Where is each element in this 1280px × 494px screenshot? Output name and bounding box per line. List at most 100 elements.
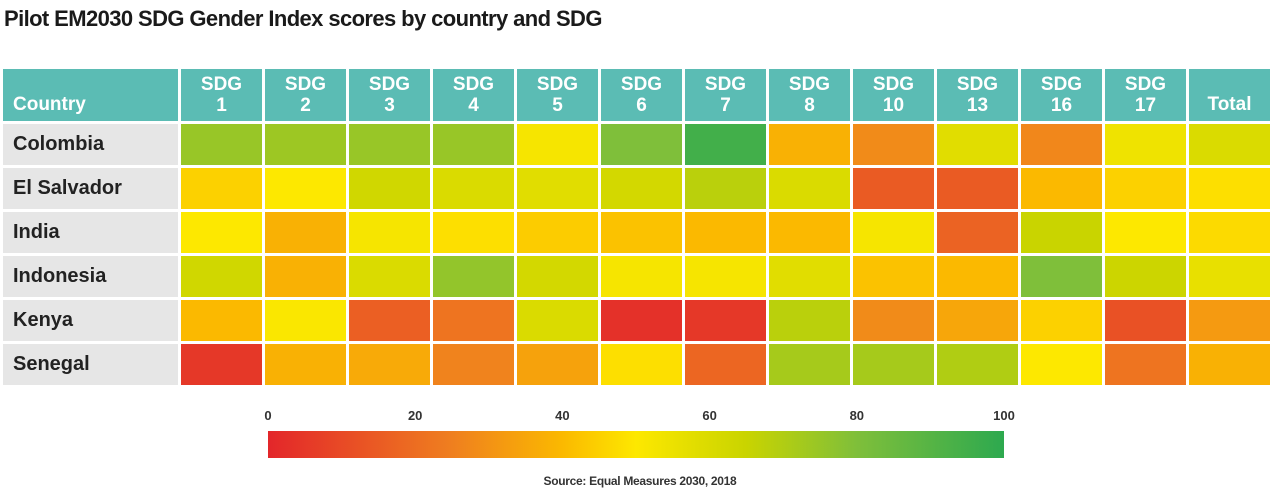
heatmap-cell — [349, 256, 430, 297]
source-note: Source: Equal Measures 2030, 2018 — [543, 474, 737, 488]
heatmap-table: Country SDG 1 SDG 2 SDG 3 SDG 4 SDG 5 SDG 6 SDG 7 SDG 8 S… — [0, 66, 1273, 388]
heatmap-cell — [601, 344, 682, 385]
column-header-line2: 2 — [300, 95, 311, 116]
column-header-sdg-2: SDG 2 — [265, 69, 346, 121]
heatmap-cell — [601, 256, 682, 297]
column-header-sdg-1: SDG 1 — [181, 69, 262, 121]
table-row: Colombia — [3, 124, 1270, 165]
heatmap-cell — [433, 212, 514, 253]
chart-title: Pilot EM2030 SDG Gender Index scores by … — [4, 6, 602, 31]
heatmap-cell — [1189, 124, 1270, 165]
column-header-line1: SDG — [368, 74, 411, 95]
table-row: El Salvador — [3, 168, 1270, 209]
heatmap-cell — [517, 256, 598, 297]
heatmap-cell — [265, 124, 346, 165]
heatmap-body: Colombia El Salvador India Indonesia Kenya Se… — [3, 124, 1270, 385]
heatmap-cell — [937, 124, 1018, 165]
heatmap-cell — [181, 124, 262, 165]
heatmap-cell — [937, 168, 1018, 209]
heatmap-cell — [601, 124, 682, 165]
heatmap-cell — [685, 124, 766, 165]
heatmap-cell — [1105, 300, 1186, 341]
heatmap-cell — [937, 300, 1018, 341]
heatmap-cell — [349, 212, 430, 253]
heatmap-cell — [937, 212, 1018, 253]
column-header-line2: 6 — [636, 95, 647, 116]
heatmap-cell — [349, 344, 430, 385]
column-header-line1: SDG — [620, 74, 663, 95]
heatmap-cell — [769, 124, 850, 165]
heatmap-cell — [433, 256, 514, 297]
column-header-sdg-6: SDG 6 — [601, 69, 682, 121]
heatmap-cell — [1189, 344, 1270, 385]
heatmap-cell — [1021, 344, 1102, 385]
heatmap-cell — [265, 256, 346, 297]
country-label: El Salvador — [3, 168, 178, 209]
heatmap-cell — [181, 344, 262, 385]
legend-tick-label: 20 — [407, 408, 423, 423]
column-header-sdg-8: SDG 8 — [769, 69, 850, 121]
heatmap-cell — [349, 300, 430, 341]
legend-tick-label: 80 — [849, 408, 865, 423]
country-label: India — [3, 212, 178, 253]
heatmap-cell — [601, 300, 682, 341]
legend-tick-label: 60 — [702, 408, 717, 423]
heatmap-cell — [853, 212, 934, 253]
heatmap-cell — [769, 212, 850, 253]
column-header-line1: SDG — [872, 74, 915, 95]
heatmap-cell — [265, 168, 346, 209]
column-header-line2: 3 — [384, 95, 395, 116]
header-row: Country SDG 1 SDG 2 SDG 3 SDG 4 SDG 5 SDG 6 SDG 7 SDG 8 S… — [3, 69, 1270, 121]
heatmap-cell — [937, 256, 1018, 297]
heatmap-cell — [685, 168, 766, 209]
heatmap-cell — [769, 168, 850, 209]
column-header-line1: SDG — [284, 74, 327, 95]
heatmap-cell — [181, 256, 262, 297]
heatmap-cell — [853, 344, 934, 385]
legend-gradient-bar — [268, 431, 1004, 458]
legend-tick-label: 40 — [555, 408, 570, 423]
heatmap-cell — [181, 168, 262, 209]
heatmap-cell — [1189, 256, 1270, 297]
column-header-sdg-7: SDG 7 — [685, 69, 766, 121]
country-label: Kenya — [3, 300, 178, 341]
heatmap-cell — [265, 212, 346, 253]
heatmap-cell — [937, 344, 1018, 385]
heatmap-cell — [1105, 212, 1186, 253]
column-header-line2: 5 — [552, 95, 563, 116]
heatmap-cell — [1189, 300, 1270, 341]
legend-ticks: 0 20 40 60 80 100 — [264, 408, 1014, 426]
heatmap-cell — [517, 300, 598, 341]
column-header-line2: 10 — [882, 95, 905, 116]
heatmap-cell — [517, 212, 598, 253]
country-column-header: Country — [3, 69, 178, 121]
heatmap-cell — [769, 256, 850, 297]
heatmap-cell — [265, 300, 346, 341]
column-header-line2: 4 — [468, 95, 479, 116]
column-header-line2: 16 — [1050, 95, 1073, 116]
column-header-line1: SDG — [788, 74, 831, 95]
country-label: Senegal — [3, 344, 178, 385]
heatmap-cell — [1105, 344, 1186, 385]
column-header-sdg-10: SDG 10 — [853, 69, 934, 121]
legend-tick-label: 0 — [264, 408, 272, 423]
heatmap-cell — [433, 124, 514, 165]
column-header-line2: 8 — [804, 95, 815, 116]
heatmap-cell — [1021, 168, 1102, 209]
heatmap-cell — [1021, 256, 1102, 297]
column-header-line1: SDG — [1040, 74, 1083, 95]
table-row: Indonesia — [3, 256, 1270, 297]
column-header-sdg-5: SDG 5 — [517, 69, 598, 121]
heatmap-cell — [1021, 212, 1102, 253]
heatmap-cell — [1189, 168, 1270, 209]
legend-tick-label: 100 — [993, 408, 1015, 423]
heatmap-cell — [853, 168, 934, 209]
heatmap-cell — [769, 300, 850, 341]
column-header-line1: SDG — [536, 74, 579, 95]
heatmap-cell — [685, 344, 766, 385]
heatmap-cell — [517, 344, 598, 385]
color-legend: 0 20 40 60 80 100 — [264, 408, 1015, 458]
column-header-sdg-13: SDG 13 — [937, 69, 1018, 121]
heatmap-cell — [1105, 124, 1186, 165]
column-header-line2: 1 — [216, 95, 227, 116]
